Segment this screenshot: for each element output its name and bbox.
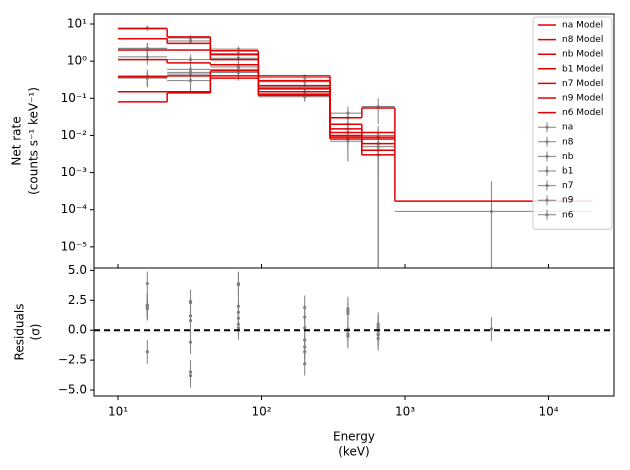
legend-label: n6 xyxy=(562,210,574,220)
data-point xyxy=(188,78,193,83)
residual-point xyxy=(236,326,241,330)
legend-label: n8 Model xyxy=(562,35,603,45)
y-tick-label: 10⁰ xyxy=(67,54,87,68)
legend-label: na Model xyxy=(562,21,603,31)
data-point xyxy=(145,55,149,59)
legend-swatch xyxy=(545,169,549,173)
legend-label: n6 Model xyxy=(562,108,603,118)
x-tick-label: 10⁴ xyxy=(538,405,558,419)
y-tick-label: 10⁻² xyxy=(61,128,88,142)
x-axis-label: (keV) xyxy=(338,445,369,459)
data-point xyxy=(188,39,193,43)
legend-swatch xyxy=(545,184,549,188)
y-tick-label: 0.0 xyxy=(68,323,87,337)
residual-point xyxy=(303,345,307,349)
residual-point xyxy=(346,332,350,336)
legend-label: n7 xyxy=(562,181,573,191)
data-point xyxy=(489,209,494,214)
y-tick-label: 10⁻¹ xyxy=(61,91,88,105)
panel-frame xyxy=(93,267,615,397)
y-tick-label: −5.0 xyxy=(58,383,87,397)
y-tick-label: 10⁻⁵ xyxy=(61,239,88,253)
residual-point xyxy=(188,319,193,323)
y-axis-label: Residuals xyxy=(13,304,27,361)
legend-swatch xyxy=(545,154,549,158)
legend-swatch xyxy=(545,140,549,144)
legend-label: n9 Model xyxy=(562,94,603,104)
residual-point xyxy=(303,362,307,366)
data-point xyxy=(346,139,350,143)
residual-point xyxy=(188,340,193,344)
y-tick-label: 5.0 xyxy=(68,263,87,277)
y-tick-label: 10¹ xyxy=(67,17,87,31)
legend-label: b1 Model xyxy=(562,64,603,74)
x-tick-label: 10¹ xyxy=(108,405,128,419)
data-point xyxy=(188,58,193,62)
x-tick-label: 10³ xyxy=(395,405,415,419)
legend-swatch xyxy=(545,213,549,217)
residual-point xyxy=(236,304,241,308)
residual-point xyxy=(346,309,350,313)
y-axis-label: (σ) xyxy=(29,324,43,341)
y-tick-label: 2.5 xyxy=(68,293,87,307)
legend-label: b1 xyxy=(562,167,573,177)
legend-label: nb Model xyxy=(562,50,603,60)
legend-label: n7 Model xyxy=(562,79,603,89)
legend-swatch xyxy=(545,198,549,202)
plot-area xyxy=(94,271,614,388)
legend-swatch xyxy=(545,125,549,129)
residual-point xyxy=(188,370,193,374)
residual-point xyxy=(145,307,149,311)
legend-label: n9 xyxy=(562,196,574,206)
y-tick-label: −2.5 xyxy=(58,353,87,367)
legend-label: nb xyxy=(562,152,574,162)
data-point xyxy=(303,76,307,80)
x-tick-label: 10² xyxy=(251,405,271,419)
y-axis-label: Net rate xyxy=(10,116,24,165)
x-axis-label: Energy xyxy=(333,430,375,444)
plot-area xyxy=(118,25,592,268)
residual-point xyxy=(145,281,149,286)
residual-point xyxy=(303,315,307,319)
residual-point xyxy=(145,350,149,354)
data-point xyxy=(188,67,193,71)
y-tick-label: 10⁻⁴ xyxy=(61,202,88,216)
residual-point xyxy=(188,301,193,305)
residual-point xyxy=(376,325,380,329)
legend-label: n8 xyxy=(562,137,574,147)
residual-point xyxy=(489,327,494,331)
y-axis-label: (counts s⁻¹ keV⁻¹) xyxy=(27,87,41,195)
legend-box xyxy=(532,16,613,230)
data-point xyxy=(236,47,241,51)
legend-label: na xyxy=(562,123,573,133)
y-tick-label: 10⁻³ xyxy=(61,165,88,179)
residual-point xyxy=(236,281,241,286)
